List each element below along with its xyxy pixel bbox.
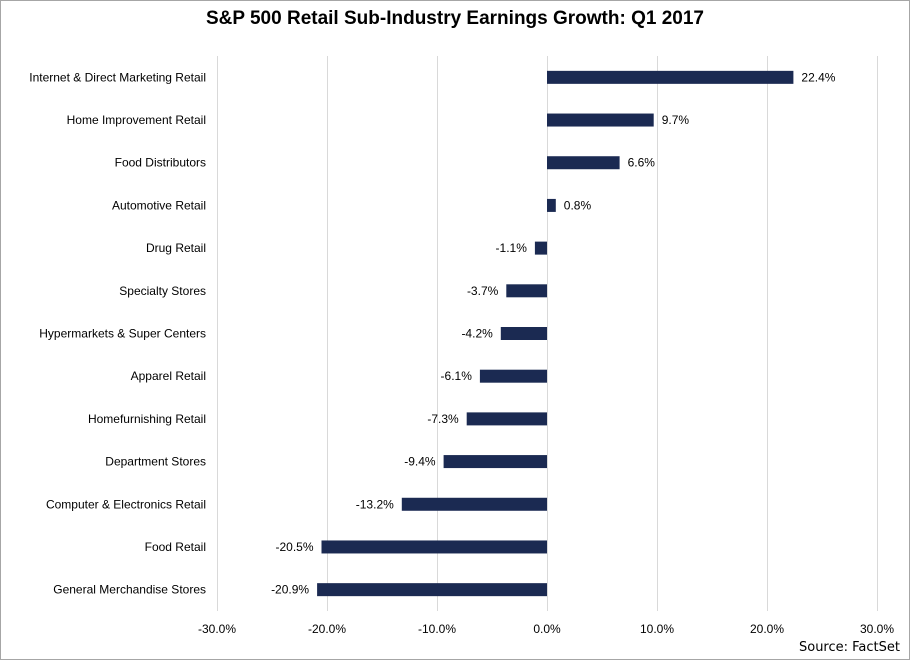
bar [317, 583, 547, 597]
bar [401, 497, 547, 511]
value-label: -9.4% [404, 455, 436, 469]
value-label: 22.4% [801, 70, 835, 84]
bar [547, 70, 794, 84]
bar [506, 284, 547, 298]
value-label: 0.8% [564, 198, 592, 212]
x-tick-labels: -30.0% -20.0% -10.0% 0.0% 10.0% 20.0% 30.0% [198, 622, 894, 636]
value-label: -20.5% [275, 540, 313, 554]
category-label: Specialty Stores [119, 284, 206, 298]
bar [321, 540, 547, 554]
category-labels: Internet & Direct Marketing Retail Home I… [29, 70, 206, 596]
bar [547, 198, 556, 212]
bars [317, 70, 794, 597]
category-label: General Merchandise Stores [53, 583, 206, 597]
x-tick-label: -10.0% [418, 622, 456, 636]
category-label: Home Improvement Retail [67, 113, 206, 127]
category-label: Food Retail [145, 540, 206, 554]
bar [466, 412, 547, 426]
bar [479, 369, 547, 383]
bar [547, 113, 654, 127]
category-label: Food Distributors [115, 156, 206, 170]
x-tick-label: -20.0% [308, 622, 346, 636]
value-labels: 22.4% 9.7% 6.6% 0.8% -1.1% -3.7% -4.2% -6.1% -7.… [271, 70, 836, 596]
bar [534, 241, 547, 255]
value-label: 9.7% [662, 113, 690, 127]
value-label: -7.3% [427, 412, 459, 426]
bar [500, 327, 547, 340]
value-label: -20.9% [271, 583, 309, 597]
value-label: -13.2% [356, 497, 394, 511]
value-label: 6.6% [628, 156, 656, 170]
chart-title: S&P 500 Retail Sub-Industry Earnings Gro… [205, 8, 704, 29]
category-label: Automotive Retail [112, 198, 206, 212]
category-label: Drug Retail [146, 241, 206, 255]
source-note: Source: FactSet [798, 640, 900, 655]
category-label: Hypermarkets & Super Centers [39, 327, 206, 341]
category-label: Homefurnishing Retail [88, 412, 206, 426]
x-tick-label: 10.0% [640, 622, 674, 636]
x-tick-label: 20.0% [750, 622, 784, 636]
x-tick-label: 30.0% [860, 622, 894, 636]
category-label: Computer & Electronics Retail [46, 497, 206, 511]
bar [443, 455, 547, 469]
value-label: -6.1% [441, 369, 473, 383]
value-label: -1.1% [496, 241, 528, 255]
gridlines [217, 56, 878, 611]
category-label: Internet & Direct Marketing Retail [29, 70, 206, 84]
bar [547, 156, 620, 170]
x-tick-label: -30.0% [198, 622, 236, 636]
value-label: -3.7% [467, 284, 499, 298]
category-label: Department Stores [105, 455, 206, 469]
x-tick-label: 0.0% [533, 622, 561, 636]
category-label: Apparel Retail [131, 369, 206, 383]
value-label: -4.2% [461, 327, 493, 341]
